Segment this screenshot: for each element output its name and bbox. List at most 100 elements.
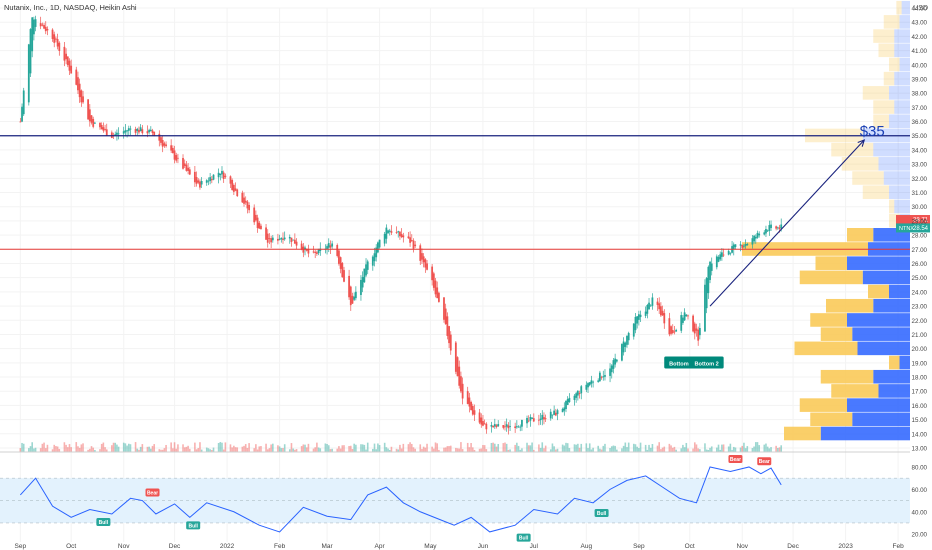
candle-body[interactable] [253,207,256,223]
candle-body[interactable] [661,310,664,316]
candle-body[interactable] [615,359,618,362]
candle-body[interactable] [529,417,532,421]
candle-body[interactable] [183,163,186,166]
candle-body[interactable] [58,42,61,51]
candle-body[interactable] [698,328,701,336]
candle-body[interactable] [632,323,635,337]
candle-body[interactable] [387,230,389,234]
candle-body[interactable] [129,128,132,130]
candle-body[interactable] [331,243,334,247]
candle-body[interactable] [687,315,689,317]
candle-body[interactable] [410,240,413,241]
candle-body[interactable] [715,256,718,268]
candle-body[interactable] [338,250,340,264]
candle-body[interactable] [149,129,152,132]
candle-body[interactable] [271,237,274,241]
candle-body[interactable] [288,236,291,239]
candle-body[interactable] [117,133,120,135]
candle-body[interactable] [578,393,581,394]
candle-body[interactable] [743,245,745,247]
candle-body[interactable] [770,224,772,229]
candle-body[interactable] [505,424,508,427]
candle-body[interactable] [160,137,162,143]
candle-body[interactable] [575,393,578,398]
candle-body[interactable] [685,314,688,317]
candle-body[interactable] [754,236,757,239]
candle-body[interactable] [563,407,566,411]
candle-body[interactable] [329,245,332,248]
candle-body[interactable] [541,414,544,420]
candle-body[interactable] [327,243,330,248]
candle-body[interactable] [456,357,459,377]
candle-body[interactable] [537,419,540,421]
candle-body[interactable] [122,131,125,134]
candle-body[interactable] [658,303,661,310]
candle-body[interactable] [87,99,90,120]
candle-body[interactable] [526,417,528,424]
candle-body[interactable] [722,254,725,256]
candle-body[interactable] [90,115,93,123]
candle-body[interactable] [27,44,30,103]
candle-body[interactable] [471,406,474,415]
candle-body[interactable] [82,96,84,103]
candle-body[interactable] [461,383,464,399]
candle-body[interactable] [300,243,303,250]
candle-body[interactable] [597,380,600,382]
candle-body[interactable] [390,231,393,233]
candle-body[interactable] [419,245,422,261]
candle-body[interactable] [446,316,449,336]
candle-body[interactable] [375,247,378,258]
candle-body[interactable] [205,180,208,183]
candle-body[interactable] [139,127,142,132]
candle-body[interactable] [710,263,713,271]
candle-body[interactable] [741,244,744,248]
candle-body[interactable] [436,287,439,299]
candle-body[interactable] [104,128,106,130]
candle-body[interactable] [556,410,559,415]
candle-body[interactable] [565,400,567,410]
candle-body[interactable] [517,426,520,428]
candle-body[interactable] [46,28,49,31]
candle-body[interactable] [55,38,57,40]
candle-body[interactable] [339,257,342,269]
candle-body[interactable] [173,150,176,160]
candle-body[interactable] [400,233,403,238]
candle-body[interactable] [409,237,411,243]
candle-body[interactable] [521,419,523,427]
candle-body[interactable] [443,297,445,320]
rsi-line[interactable] [19,466,782,533]
candle-body[interactable] [151,130,154,134]
candle-body[interactable] [485,423,488,430]
candle-body[interactable] [646,304,649,314]
candle-body[interactable] [622,341,625,353]
candle-body[interactable] [217,172,220,178]
candle-body[interactable] [449,334,452,351]
candle-body[interactable] [163,143,166,146]
candle-body[interactable] [602,376,605,378]
trend-arrow[interactable] [709,139,865,307]
candle-body[interactable] [92,119,95,127]
candle-body[interactable] [248,204,251,211]
candle-body[interactable] [515,426,518,428]
candle-body[interactable] [209,177,212,182]
candle-body[interactable] [468,397,471,407]
candle-body[interactable] [32,19,35,35]
candle-body[interactable] [720,252,723,257]
candle-body[interactable] [146,131,149,134]
candle-body[interactable] [241,192,244,203]
candle-body[interactable] [171,147,174,154]
candle-body[interactable] [341,263,344,278]
candle-body[interactable] [609,368,611,376]
candle-body[interactable] [585,384,588,390]
candle-body[interactable] [502,425,505,428]
candle-body[interactable] [549,411,552,419]
candle-body[interactable] [626,335,628,345]
candle-body[interactable] [432,273,435,288]
candle-body[interactable] [195,177,198,184]
candle-body[interactable] [727,250,730,255]
candle-body[interactable] [68,60,71,71]
candle-body[interactable] [234,188,237,191]
candle-body[interactable] [270,238,273,243]
candle-body[interactable] [480,417,483,425]
candle-body[interactable] [236,189,239,197]
